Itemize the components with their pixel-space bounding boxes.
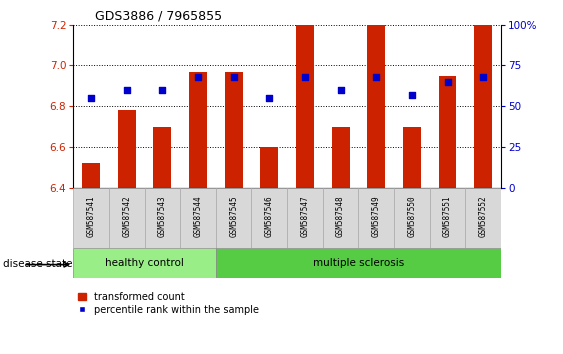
Bar [260,147,278,188]
Point [443,79,452,85]
Text: GSM587550: GSM587550 [408,196,417,237]
Text: multiple sclerosis: multiple sclerosis [313,258,404,268]
Text: GSM587543: GSM587543 [158,196,167,237]
Bar [439,76,457,188]
Bar [109,188,145,248]
Point [87,95,96,101]
Text: GSM587552: GSM587552 [479,196,488,237]
Text: disease state: disease state [3,259,72,269]
Bar [82,163,100,188]
Text: GDS3886 / 7965855: GDS3886 / 7965855 [95,9,222,22]
Text: GSM587541: GSM587541 [87,196,96,237]
Text: GSM587549: GSM587549 [372,196,381,237]
Text: GSM587551: GSM587551 [443,196,452,237]
Bar [403,126,421,188]
Bar [153,126,171,188]
Legend: transformed count, percentile rank within the sample: transformed count, percentile rank withi… [78,292,258,314]
Bar [296,25,314,188]
Bar [323,188,359,248]
Bar [216,248,501,278]
Point [372,74,381,80]
Text: GSM587546: GSM587546 [265,196,274,237]
Bar [394,188,430,248]
Bar [367,25,385,188]
Text: GSM587548: GSM587548 [336,196,345,237]
Text: healthy control: healthy control [105,258,184,268]
Bar [145,188,180,248]
Text: GSM587547: GSM587547 [301,196,310,237]
Bar [332,126,350,188]
Bar [73,248,216,278]
Text: GSM587542: GSM587542 [122,196,131,237]
Point [229,74,238,80]
Text: GSM587544: GSM587544 [194,196,203,237]
Point [265,95,274,101]
Bar [474,25,492,188]
Bar [118,110,136,188]
Bar [287,188,323,248]
Point [122,87,131,93]
Point [479,74,488,80]
Bar [180,188,216,248]
Bar [216,188,252,248]
Bar [252,188,287,248]
Point [301,74,310,80]
Bar [73,188,109,248]
Point [194,74,203,80]
Bar [225,72,243,188]
Bar [359,188,394,248]
Point [336,87,345,93]
Bar [466,188,501,248]
Point [158,87,167,93]
Text: GSM587545: GSM587545 [229,196,238,237]
Bar [189,72,207,188]
Bar [430,188,466,248]
Point [408,92,417,98]
